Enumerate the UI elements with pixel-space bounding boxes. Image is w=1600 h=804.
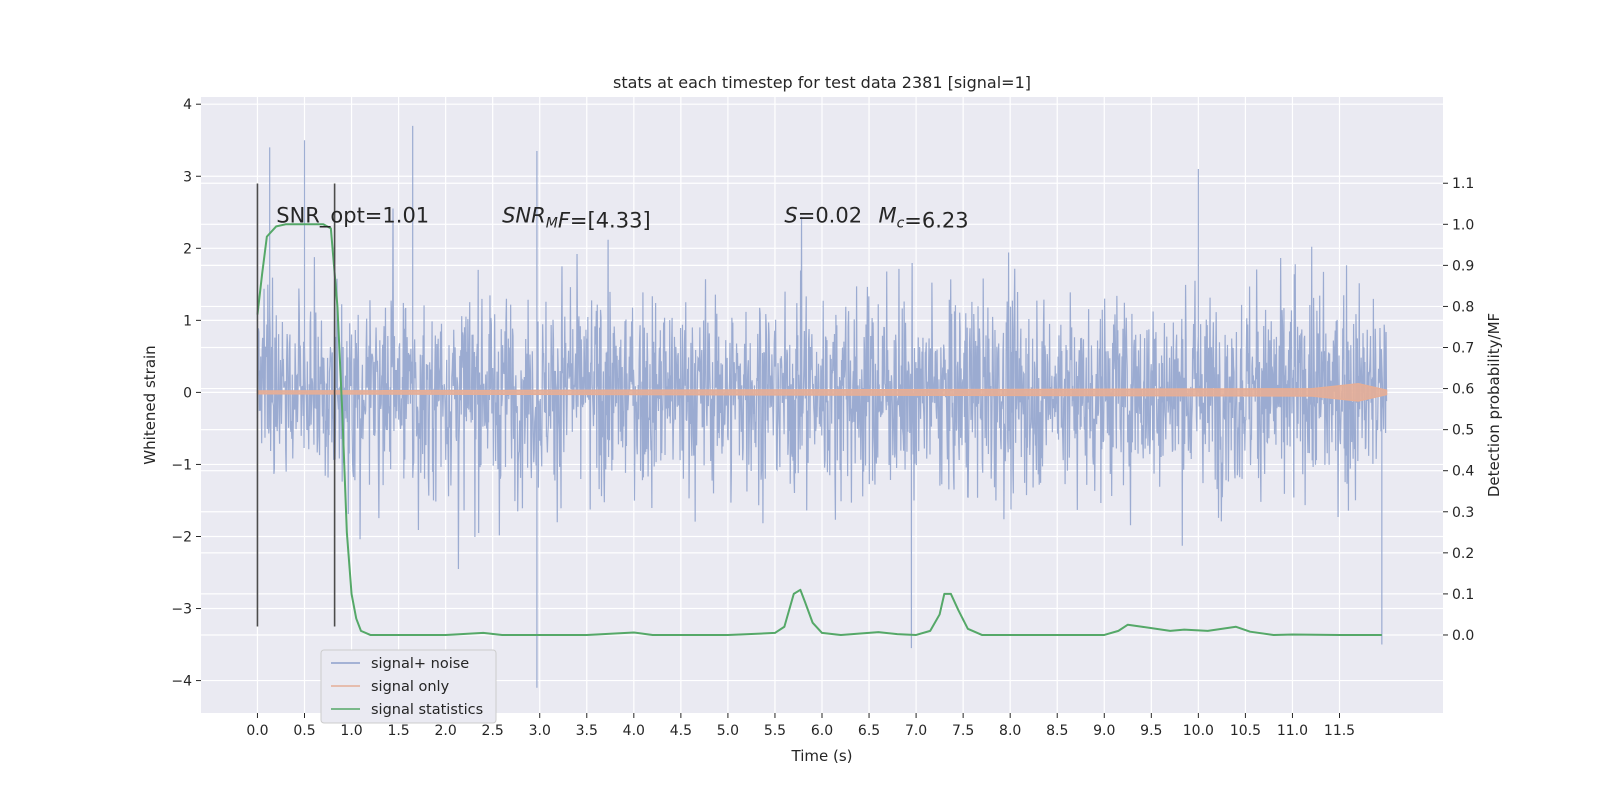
x-tick-label-10: 5.0 (717, 723, 739, 739)
x-tick-label-12: 6.0 (811, 723, 833, 739)
x-tick-label-11: 5.5 (764, 723, 786, 739)
series-signal-only (256, 383, 1388, 402)
x-tick-label-21: 10.5 (1230, 723, 1261, 739)
legend: signal+ noise signal only signal statist… (320, 649, 497, 724)
y-right-tick-label-11: 1.1 (1452, 176, 1474, 192)
x-tick-label-3: 1.5 (387, 723, 409, 739)
y-right-axis-label: Detection probability/MF (1485, 313, 1503, 497)
x-tick-label-14: 7.0 (905, 723, 927, 739)
y-right-tick-label-8: 0.8 (1452, 299, 1474, 315)
x-tick-label-4: 2.0 (435, 723, 457, 739)
x-tick-label-17: 8.5 (1046, 723, 1068, 739)
annotation-1: SNRMF=[4.33] (502, 203, 651, 232)
x-tick-label-7: 3.5 (576, 723, 598, 739)
x-tick-label-9: 4.5 (670, 723, 692, 739)
y-right-tick-label-10: 1.0 (1452, 217, 1474, 233)
x-tick-label-8: 4.0 (623, 723, 645, 739)
legend-label-signal-plus-noise: signal+ noise (371, 656, 469, 672)
y-left-tick-label-4: 0 (183, 385, 192, 401)
annotation-value-3: 6.23 (922, 208, 969, 232)
y-left-tick-label-0: −4 (171, 674, 192, 690)
x-axis-label: Time (s) (791, 747, 853, 765)
y-right-tick-label-1: 0.1 (1452, 587, 1474, 603)
annotation-2: S=0.02 (784, 203, 862, 227)
x-tick-label-6: 3.0 (529, 723, 551, 739)
x-tick-label-23: 11.5 (1324, 723, 1355, 739)
y-right-tick-label-7: 0.7 (1452, 341, 1474, 357)
annotation-0: SNR_opt=1.01 (276, 203, 429, 228)
statistics-trace (256, 223, 1382, 636)
x-tick-label-0: 0.0 (246, 723, 268, 739)
y-right-tick-label-2: 0.2 (1452, 546, 1474, 562)
y-right-tick-label-4: 0.4 (1452, 464, 1474, 480)
y-left-tick-label-5: 1 (183, 313, 192, 329)
x-tick-label-15: 7.5 (952, 723, 974, 739)
chart-title: stats at each timestep for test data 238… (613, 73, 1031, 92)
legend-label-signal-only: signal only (371, 679, 450, 695)
vertical-markers (256, 183, 336, 627)
x-tick-label-13: 6.5 (858, 723, 880, 739)
x-tick-label-22: 11.0 (1277, 723, 1308, 739)
y-left-tick-label-8: 4 (183, 97, 192, 113)
x-axis-ticks: 0.0 0.5 1.0 1.5 2.0 2.5 3.0 3.5 4.0 4.5 5.0 5.5 6.0 6… (246, 713, 1355, 739)
annotations: SNR_opt=1.01 SNRMF=[4.33] S=0.02 Mc=6.23 (276, 203, 968, 232)
signal-only-trace (256, 383, 1388, 402)
y-left-axis-label: Whitened strain (141, 345, 159, 464)
y-right-axis-ticks: 0.0 0.1 0.2 0.3 0.4 0.5 0.6 0.7 0.8 0.9 1.0 1.1 (1443, 176, 1474, 644)
x-tick-label-18: 9.0 (1093, 723, 1115, 739)
noise-trace (256, 125, 1388, 688)
y-right-tick-label-5: 0.5 (1452, 423, 1474, 439)
y-right-tick-label-3: 0.3 (1452, 505, 1474, 521)
series-signal-plus-noise (256, 125, 1388, 688)
annotation-value-0: 1.01 (382, 203, 429, 227)
y-left-tick-label-1: −3 (171, 602, 192, 618)
annotation-value-1: [4.33] (588, 208, 651, 232)
x-tick-label-19: 9.5 (1140, 723, 1162, 739)
y-left-tick-label-7: 3 (183, 169, 192, 185)
y-left-tick-label-3: −1 (171, 457, 192, 473)
y-left-tick-label-6: 2 (183, 241, 192, 257)
y-right-tick-label-6: 0.6 (1452, 382, 1474, 398)
x-tick-label-5: 2.5 (482, 723, 504, 739)
annotation-3: Mc=6.23 (878, 203, 968, 232)
x-tick-label-1: 0.5 (293, 723, 315, 739)
y-right-tick-label-9: 0.9 (1452, 258, 1474, 274)
annotation-value-2: 0.02 (815, 203, 862, 227)
legend-box (320, 649, 497, 724)
y-left-tick-label-2: −2 (171, 529, 192, 545)
x-tick-label-20: 10.0 (1183, 723, 1214, 739)
y-right-tick-label-0: 0.0 (1452, 628, 1474, 644)
series-signal-statistics (256, 223, 1382, 636)
x-tick-label-16: 8.0 (999, 723, 1021, 739)
y-left-axis-ticks: −4 −3 −2 −1 0 1 2 3 4 (171, 97, 201, 690)
legend-label-signal-statistics: signal statistics (371, 702, 483, 718)
x-tick-label-2: 1.0 (340, 723, 362, 739)
